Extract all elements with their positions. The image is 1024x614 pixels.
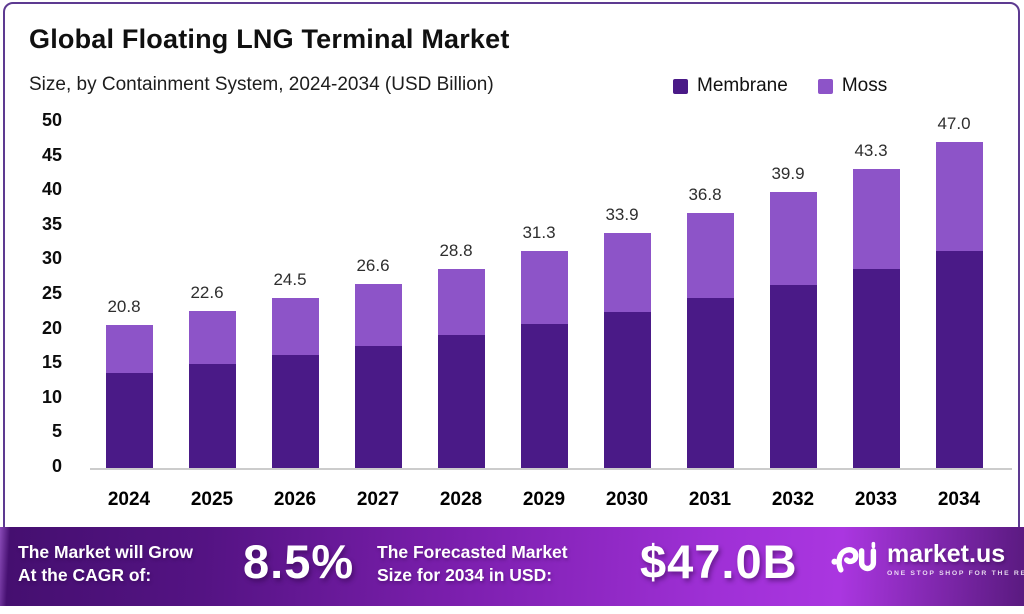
legend-label-membrane: Membrane [697,75,788,96]
bar-segment-moss-2025 [188,311,236,364]
bar-2024 [105,325,153,468]
bar-segment-moss-2026 [271,298,319,355]
y-axis-tick-0: 0 [51,456,62,476]
bar-2034 [935,142,983,468]
x-axis-label-2031: 2031 [688,489,732,510]
cagr-caption: The Market will Grow At the CAGR of: [18,541,193,587]
bar-segment-moss-2029 [520,251,568,324]
bar-segment-moss-2027 [354,284,402,346]
bar-segment-membrane-2024 [105,373,153,468]
x-axis-label-2025: 2025 [190,489,234,510]
bar-segment-moss-2033 [852,169,900,269]
chart-subtitle: Size, by Containment System, 2024-2034 (… [29,74,494,95]
x-axis-label-2027: 2027 [356,489,400,510]
brand-name: market.us [887,539,1006,568]
bar-value-label-2034: 47.0 [937,114,971,133]
bar-value-label-2030: 33.9 [605,205,639,224]
forecast-caption: The Forecasted Market Size for 2034 in U… [377,541,568,587]
y-axis-tick-25: 25 [41,283,62,303]
forecast-caption-line2: Size for 2034 in USD: [377,564,553,585]
marketus-logo-icon [831,541,877,573]
bar-2033 [852,169,900,468]
x-axis-label-2029: 2029 [522,489,566,510]
brand-tagline: ONE STOP SHOP FOR THE REPORTS [887,570,1024,578]
x-axis-label-2033: 2033 [854,489,898,510]
bar-2031 [686,213,734,468]
bar-segment-membrane-2027 [354,346,402,468]
bar-segment-membrane-2028 [437,335,485,468]
bar-2029 [520,251,568,468]
bar-2026 [271,298,319,468]
bar-segment-membrane-2033 [852,269,900,468]
x-axis-label-2028: 2028 [439,489,483,510]
forecast-value: $47.0B [640,535,798,588]
bar-value-label-2033: 43.3 [854,141,888,160]
bar-2028 [437,269,485,468]
bar-2025 [188,311,236,468]
footer-banner: The Market will Grow At the CAGR of: 8.5… [0,527,1024,606]
bar-segment-moss-2028 [437,269,485,335]
x-axis-label-2034: 2034 [937,489,981,510]
brand-text: market.us ONE STOP SHOP FOR THE REPORTS [887,539,1024,578]
y-axis-tick-10: 10 [41,386,62,407]
y-axis-tick-30: 30 [41,248,62,269]
bar-segment-moss-2024 [105,325,153,373]
bar-value-label-2027: 26.6 [356,256,390,275]
bar-segment-moss-2031 [686,213,734,298]
bar-chart-plot-area [90,119,1012,470]
bar-2030 [603,233,651,468]
x-axis-label-2026: 2026 [273,489,317,510]
chart-legend: Membrane Moss [673,75,887,97]
bar-segment-membrane-2030 [603,312,651,468]
x-axis-label-2030: 2030 [605,489,649,510]
legend-swatch-membrane [673,78,688,94]
page-title: Global Floating LNG Terminal Market [29,24,510,54]
legend-swatch-moss [817,78,833,94]
y-axis-tick-45: 45 [41,144,62,165]
y-axis-tick-40: 40 [41,179,62,200]
bar-segment-moss-2032 [769,192,817,285]
y-axis-tick-50: 50 [41,110,62,130]
bar-segment-membrane-2034 [935,251,983,468]
cagr-value: 8.5% [243,535,355,588]
bar-segment-moss-2034 [935,142,983,251]
y-axis-tick-20: 20 [41,317,62,338]
bar-value-label-2025: 22.6 [190,283,224,302]
legend-item-membrane: Membrane [673,75,788,97]
forecast-caption-line1: The Forecasted Market [377,542,568,562]
x-axis-label-2024: 2024 [107,489,151,510]
legend-label-moss: Moss [841,75,888,96]
bar-segment-membrane-2032 [769,285,817,468]
bar-2027 [354,284,402,468]
legend-item-moss: Moss [817,75,888,97]
bar-segment-membrane-2029 [520,324,568,468]
bar-segment-membrane-2031 [686,298,734,468]
bar-2032 [769,192,817,468]
bar-value-label-2026: 24.5 [273,270,307,289]
y-axis-tick-5: 5 [51,421,62,442]
bar-segment-moss-2030 [603,233,651,312]
y-axis-tick-15: 15 [41,352,62,373]
cagr-caption-line1: The Market will Grow [18,542,194,562]
x-axis-label-2032: 2032 [771,489,815,510]
brand-block: market.us ONE STOP SHOP FOR THE REPORTS [830,540,1024,578]
bar-value-label-2028: 28.8 [439,241,473,260]
cagr-caption-line2: At the CAGR of: [18,564,152,585]
bar-segment-membrane-2025 [188,364,236,468]
chart-card: Global Floating LNG Terminal Market Size… [3,2,1020,605]
bar-value-label-2024: 20.8 [107,297,141,316]
bar-value-label-2029: 31.3 [522,223,556,242]
bar-value-label-2032: 39.9 [771,164,805,183]
bar-value-label-2031: 36.8 [688,185,722,204]
bar-segment-membrane-2026 [271,355,319,468]
y-axis-tick-35: 35 [41,213,62,234]
